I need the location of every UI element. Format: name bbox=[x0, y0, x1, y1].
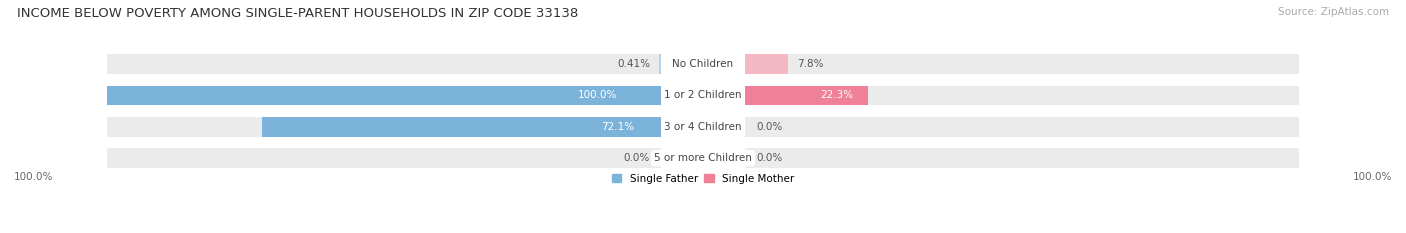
Text: 0.41%: 0.41% bbox=[617, 59, 650, 69]
Text: INCOME BELOW POVERTY AMONG SINGLE-PARENT HOUSEHOLDS IN ZIP CODE 33138: INCOME BELOW POVERTY AMONG SINGLE-PARENT… bbox=[17, 7, 578, 20]
Bar bbox=[745, 54, 1299, 74]
Bar bbox=[745, 86, 1299, 105]
Text: Source: ZipAtlas.com: Source: ZipAtlas.com bbox=[1278, 7, 1389, 17]
Text: 0.0%: 0.0% bbox=[756, 153, 783, 163]
Text: 72.1%: 72.1% bbox=[602, 122, 634, 132]
Bar bbox=[745, 86, 869, 105]
Bar bbox=[745, 148, 1299, 168]
Bar bbox=[659, 54, 661, 74]
Bar bbox=[107, 148, 661, 168]
Text: No Children: No Children bbox=[672, 59, 734, 69]
Bar bbox=[745, 117, 1299, 137]
Text: 3 or 4 Children: 3 or 4 Children bbox=[664, 122, 742, 132]
Text: 22.3%: 22.3% bbox=[821, 90, 853, 100]
Text: 0.0%: 0.0% bbox=[623, 153, 650, 163]
Text: 0.0%: 0.0% bbox=[756, 122, 783, 132]
Text: 1 or 2 Children: 1 or 2 Children bbox=[664, 90, 742, 100]
Text: 7.8%: 7.8% bbox=[797, 59, 824, 69]
Bar bbox=[107, 86, 661, 105]
Bar bbox=[107, 54, 661, 74]
Legend: Single Father, Single Mother: Single Father, Single Mother bbox=[612, 174, 794, 184]
Text: 5 or more Children: 5 or more Children bbox=[654, 153, 752, 163]
Bar bbox=[262, 117, 661, 137]
Text: 100.0%: 100.0% bbox=[1353, 172, 1392, 182]
Bar bbox=[107, 86, 661, 105]
Text: 100.0%: 100.0% bbox=[14, 172, 53, 182]
Text: 100.0%: 100.0% bbox=[578, 90, 617, 100]
Bar bbox=[107, 117, 661, 137]
Bar bbox=[745, 54, 787, 74]
